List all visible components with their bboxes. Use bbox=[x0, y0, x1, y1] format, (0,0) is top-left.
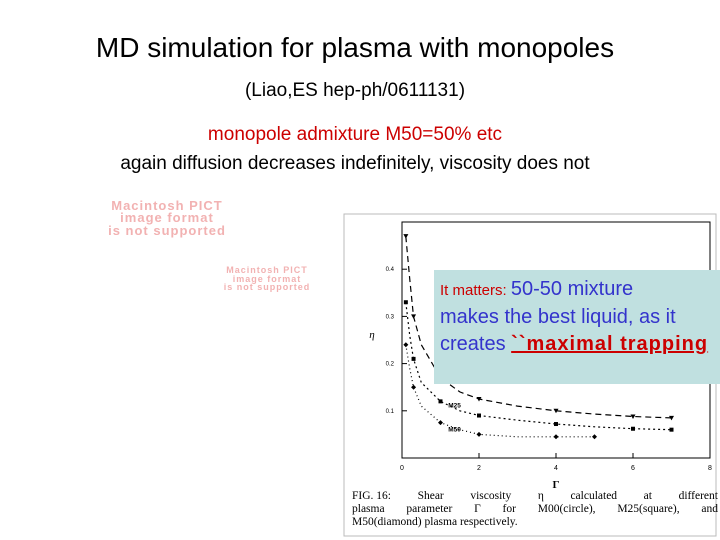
citation: (Liao,ES hep-ph/0611131) bbox=[244, 80, 466, 101]
callout-text-a: 50-50 mixture bbox=[510, 278, 634, 300]
caption-word: different bbox=[678, 490, 718, 502]
data-point bbox=[476, 397, 482, 402]
y-axis-label: η bbox=[369, 329, 374, 341]
caption-line: M50(diamond) plasma respectively. bbox=[352, 516, 718, 529]
x-tick-label: 8 bbox=[708, 465, 712, 472]
series-line-m25 bbox=[405, 302, 672, 431]
data-point bbox=[476, 431, 482, 437]
data-point bbox=[631, 426, 635, 431]
callout-text: It matters: 50-50 mixture makes the best… bbox=[440, 276, 720, 358]
pict-line: is not supported bbox=[108, 222, 226, 238]
y-tick-label: 0.2 bbox=[386, 362, 395, 368]
caption-word: plasma bbox=[352, 503, 385, 515]
pict-line: Macintosh PICT bbox=[111, 198, 223, 213]
data-point bbox=[477, 413, 481, 418]
callout-text-b: makes the best liquid, as it bbox=[440, 306, 676, 328]
caption-word: and bbox=[701, 503, 718, 515]
y-tick-label: 0.3 bbox=[386, 314, 395, 320]
pict-line: image format bbox=[120, 210, 214, 226]
pict-placeholder-large: Macintosh PICT image format is not suppo… bbox=[62, 198, 272, 238]
data-point bbox=[438, 399, 443, 404]
callout-line-1: It matters: 50-50 mixture bbox=[440, 276, 720, 304]
caption-word: M25(square), bbox=[617, 503, 680, 515]
x-tick-label: 2 bbox=[477, 465, 481, 472]
caption-word: M50(diamond) plasma respectively. bbox=[352, 516, 518, 528]
x-tick-label: 6 bbox=[631, 465, 635, 472]
data-point bbox=[669, 415, 674, 421]
caption-word: for bbox=[502, 503, 516, 515]
caption-word: parameter bbox=[406, 503, 453, 515]
subtitle-red: monopole admixture M50=50% etc bbox=[207, 124, 503, 145]
callout-line-3: creates ``maximal trapping bbox=[440, 331, 720, 358]
callout-lead: It matters: bbox=[440, 282, 511, 299]
x-axis-label: Γ bbox=[553, 479, 560, 491]
slide-title: MD simulation for plasma with monopoles bbox=[95, 32, 615, 63]
x-tick-label: 4 bbox=[554, 465, 558, 472]
callout-box: It matters: 50-50 mixture makes the best… bbox=[434, 270, 720, 384]
data-point bbox=[403, 300, 408, 305]
data-point bbox=[411, 356, 416, 361]
series-line-m00 bbox=[405, 236, 672, 419]
pict-placeholder-small: Macintosh PICT image format is not suppo… bbox=[192, 266, 342, 292]
pict-line: image format bbox=[232, 273, 302, 284]
data-point bbox=[553, 434, 559, 440]
subtitle-black: again diffusion decreases indefinitely, … bbox=[120, 153, 590, 174]
caption-word: Γ bbox=[474, 503, 481, 515]
data-point bbox=[403, 234, 409, 239]
caption-word: M00(circle), bbox=[537, 503, 596, 515]
caption-word: Shear bbox=[417, 490, 444, 502]
data-point bbox=[438, 420, 443, 426]
figure-caption: FIG. 16: Shear viscosity η calculated at diffe… bbox=[352, 490, 718, 529]
caption-line: FIG. 16: Shear viscosity η calculated at diffe… bbox=[352, 490, 718, 503]
callout-strong: ``maximal trapping bbox=[511, 333, 709, 355]
data-point bbox=[553, 408, 559, 414]
data-point bbox=[669, 427, 674, 432]
callout-text-c: creates bbox=[440, 333, 512, 355]
caption-word: calculated bbox=[570, 490, 618, 502]
caption-word: at bbox=[643, 490, 652, 502]
y-tick-label: 0.4 bbox=[386, 267, 395, 273]
data-point bbox=[411, 384, 417, 390]
series-label-m50: M50 bbox=[448, 427, 461, 434]
y-tick-label: 0.1 bbox=[386, 409, 395, 415]
caption-word: η bbox=[537, 490, 544, 502]
x-tick-label: 0 bbox=[400, 465, 404, 472]
data-point bbox=[630, 414, 636, 419]
pict-line: is not supported bbox=[223, 282, 311, 293]
data-point bbox=[403, 342, 409, 348]
caption-word: FIG. 16: bbox=[352, 490, 391, 502]
data-point bbox=[592, 434, 597, 440]
pict-line: Macintosh PICT bbox=[226, 265, 308, 275]
data-point bbox=[411, 314, 417, 319]
data-point bbox=[554, 422, 558, 427]
caption-word: viscosity bbox=[470, 490, 512, 502]
series-label-m25: M25 bbox=[448, 402, 461, 409]
